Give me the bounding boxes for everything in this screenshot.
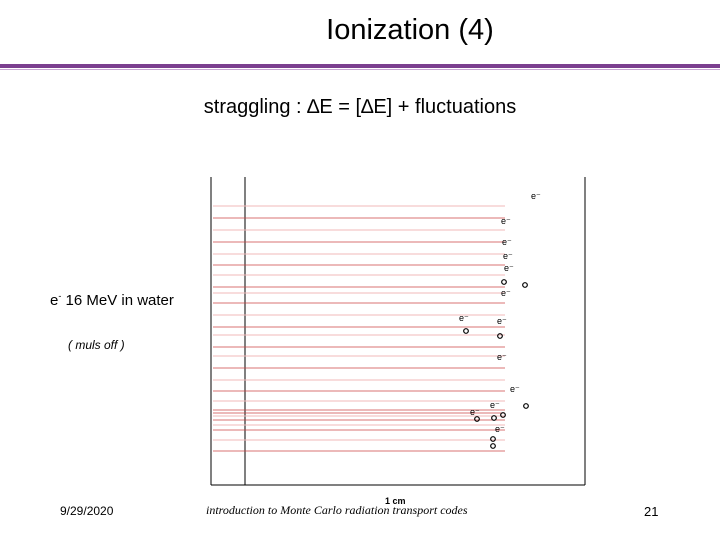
positron-marker [490, 443, 496, 449]
positron-marker [463, 328, 469, 334]
footer-title: introduction to Monte Carlo radiation tr… [206, 503, 468, 517]
slide-subtitle: straggling : ∆E = [∆E] + fluctuations [0, 96, 720, 119]
electron-marker: e⁻ [501, 288, 511, 298]
footer-date: 9/29/2020 [60, 504, 114, 518]
electron-marker: e⁻ [501, 216, 511, 226]
title-rule-light [0, 69, 720, 70]
electron-marker: e⁻ [502, 237, 512, 247]
electron-marker: e⁻ [497, 352, 507, 362]
electron-marker: e⁻ [497, 316, 507, 326]
simulation-plot: e⁻ e⁻ e⁻ e⁻ e⁻ e⁻ e⁻ e⁻ e⁻ e⁻ e⁻ e⁻ e⁻ [210, 177, 586, 486]
particle-description: 16 MeV in water [61, 292, 174, 309]
positron-marker [474, 416, 480, 422]
positron-marker [501, 279, 507, 285]
electron-marker: e⁻ [531, 191, 541, 201]
electron-marker: e⁻ [503, 251, 513, 261]
positron-marker [522, 282, 528, 288]
electron-marker: e⁻ [490, 400, 500, 410]
positron-marker [497, 333, 503, 339]
positron-marker [490, 436, 496, 442]
subtitle-text: straggling : ∆E = [∆E] + fluctuations [203, 96, 517, 118]
muls-note: ( muls off ) [68, 338, 125, 352]
electron-marker: e⁻ [470, 407, 480, 417]
particle-charge: - [58, 291, 62, 301]
electron-marker: e⁻ [510, 384, 520, 394]
positron-marker [500, 412, 506, 418]
page-number: 21 [644, 504, 659, 519]
scale-label: 1 cm [385, 496, 406, 506]
electron-marker: e⁻ [459, 313, 469, 323]
slide-title: Ionization (4) [326, 14, 494, 46]
title-rule [0, 64, 720, 68]
electron-marker: e⁻ [504, 263, 514, 273]
particle-symbol: e [50, 292, 59, 309]
positron-marker [523, 403, 529, 409]
electron-marker: e⁻ [495, 424, 505, 434]
positron-marker [491, 415, 497, 421]
particle-label: e- 16 MeV in water [50, 291, 174, 309]
electron-markers: e⁻ e⁻ e⁻ e⁻ e⁻ e⁻ e⁻ e⁻ e⁻ e⁻ e⁻ e⁻ e⁻ [459, 191, 541, 449]
electron-tracks [213, 205, 505, 452]
